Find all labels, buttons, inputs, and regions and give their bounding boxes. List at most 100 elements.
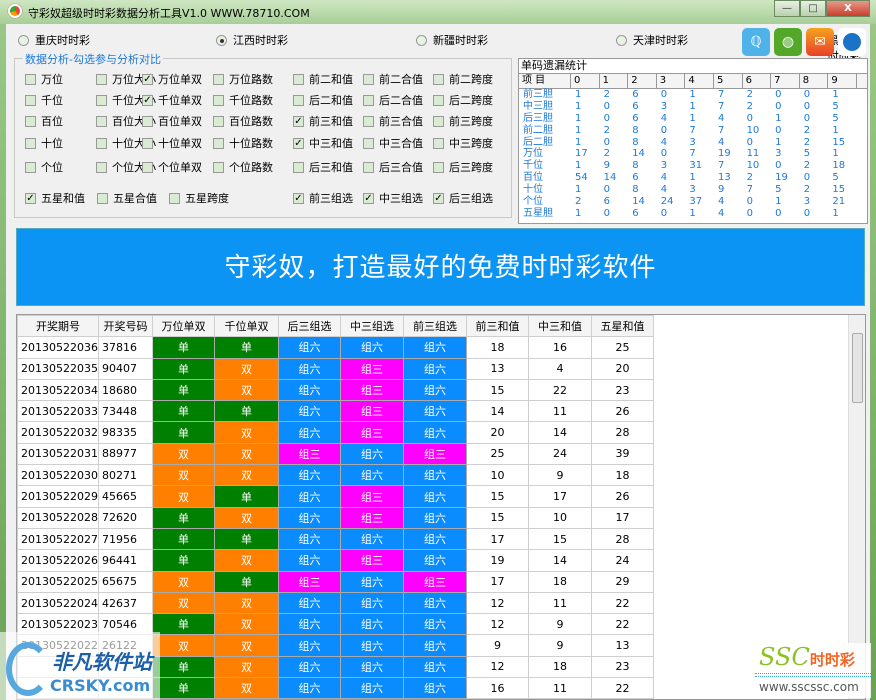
checkbox-option[interactable]: 前二合值 (363, 71, 423, 87)
checkbox-option[interactable]: 五星合值 (97, 190, 157, 206)
radio-lottery[interactable]: 新疆时时彩 (416, 32, 488, 48)
checkbox[interactable] (142, 73, 153, 85)
checkbox-option[interactable]: 万位 (25, 71, 63, 87)
checkbox[interactable] (142, 94, 153, 106)
checkbox[interactable] (169, 192, 180, 204)
table-row[interactable]: 20130522023 70546 单双组六 组六 组六 12 9 22 (17, 613, 654, 636)
table-row[interactable]: 单双组六 组六 组六 16 11 22 (17, 677, 654, 699)
checkbox[interactable] (293, 161, 304, 173)
checkbox-option[interactable]: 千位 (25, 92, 63, 108)
checkbox[interactable] (96, 94, 107, 106)
table-row[interactable]: 20130522035 90407 单双组六 组三 组六 13 4 20 (17, 357, 654, 380)
checkbox-option[interactable]: 后三组选 (433, 190, 493, 206)
table-row[interactable]: 20130522030 80271 双双组六 组六 组六 10 9 18 (17, 464, 654, 487)
checkbox-option[interactable]: 中三组选 (363, 190, 423, 206)
maximize-button[interactable]: □ (800, 0, 826, 17)
checkbox-option[interactable]: 个位路数 (213, 159, 273, 175)
column-header[interactable]: 中三组选 (340, 315, 404, 338)
checkbox[interactable] (25, 115, 36, 127)
checkbox-option[interactable]: 前三合值 (363, 113, 423, 129)
table-row[interactable]: 20130522027 71956 单单组六 组六 组六 17 15 28 (17, 527, 654, 551)
checkbox[interactable] (293, 94, 304, 106)
table-row[interactable]: 20130522026 96441 单双组六 组三 组六 19 14 24 (17, 549, 654, 572)
checkbox[interactable] (433, 73, 444, 85)
checkbox-option[interactable]: 万位单双 (142, 71, 202, 87)
checkbox[interactable] (213, 137, 224, 149)
checkbox[interactable] (293, 192, 304, 204)
checkbox-option[interactable]: 百位路数 (213, 113, 273, 129)
checkbox-option[interactable]: 千位单双 (142, 92, 202, 108)
column-header[interactable]: 千位单双 (214, 315, 279, 338)
checkbox[interactable] (433, 137, 444, 149)
checkbox[interactable] (96, 137, 107, 149)
checkbox[interactable] (96, 161, 107, 173)
checkbox-option[interactable]: 十位路数 (213, 135, 273, 151)
radio-button[interactable] (616, 34, 627, 46)
checkbox[interactable] (363, 94, 374, 106)
checkbox[interactable] (293, 137, 304, 149)
checkbox[interactable] (213, 73, 224, 85)
column-header[interactable]: 前三组选 (403, 315, 467, 338)
checkbox[interactable] (363, 115, 374, 127)
radio-button[interactable] (416, 34, 427, 46)
checkbox-option[interactable]: 万位路数 (213, 71, 273, 87)
checkbox-option[interactable]: 百位 (25, 113, 63, 129)
table-row[interactable]: 20130522033 73448 单单组六 组三 组六 14 11 26 (17, 400, 654, 423)
radio-lottery[interactable]: 江西时时彩 (216, 32, 288, 48)
checkbox[interactable] (293, 73, 304, 85)
table-row[interactable]: 20130522034 18680 单双组六 组三 组六 15 22 23 (17, 378, 654, 402)
radio-lottery[interactable]: 天津时时彩 (616, 32, 688, 48)
checkbox-option[interactable]: 后三合值 (363, 159, 423, 175)
checkbox[interactable] (433, 94, 444, 106)
checkbox[interactable] (433, 192, 444, 204)
checkbox[interactable] (142, 115, 153, 127)
checkbox[interactable] (25, 192, 36, 204)
checkbox[interactable] (96, 115, 107, 127)
radio-button[interactable] (216, 34, 227, 46)
minimize-button[interactable]: — (774, 0, 800, 17)
table-row[interactable]: 20130522036 37816 单单组六 组六 组六 18 16 25 (17, 336, 654, 359)
column-header[interactable]: 后三组选 (278, 315, 341, 338)
checkbox-option[interactable]: 后三跨度 (433, 159, 493, 175)
checkbox[interactable] (25, 73, 36, 85)
checkbox[interactable] (213, 161, 224, 173)
table-row[interactable]: 20130522024 42637 双双组六 组六 组六 12 11 22 (17, 591, 654, 615)
column-header[interactable]: 前三和值 (466, 315, 529, 338)
checkbox[interactable] (213, 115, 224, 127)
column-header[interactable]: 五星和值 (591, 315, 654, 338)
radio-button[interactable] (18, 34, 29, 46)
checkbox[interactable] (363, 73, 374, 85)
table-row[interactable]: 20130522025 65675 双单组三 组六 组三 17 18 29 (17, 570, 654, 593)
checkbox-option[interactable]: 前二跨度 (433, 71, 493, 87)
checkbox[interactable] (142, 161, 153, 173)
close-button[interactable]: X (826, 0, 870, 17)
checkbox[interactable] (363, 192, 374, 204)
column-header[interactable]: 中三和值 (528, 315, 592, 338)
wechat-icon[interactable]: ◍ (774, 28, 802, 56)
chat-icon[interactable] (838, 28, 866, 56)
checkbox-option[interactable]: 后二合值 (363, 92, 423, 108)
table-row[interactable]: 20130522031 88977 双双组三 组六 组三 25 24 39 (17, 442, 654, 466)
checkbox-option[interactable]: 千位路数 (213, 92, 273, 108)
checkbox-option[interactable]: 后三和值 (293, 159, 353, 175)
checkbox[interactable] (433, 161, 444, 173)
checkbox[interactable] (142, 137, 153, 149)
checkbox[interactable] (363, 161, 374, 173)
checkbox-option[interactable]: 中三跨度 (433, 135, 493, 151)
checkbox-option[interactable]: 中三和值 (293, 135, 353, 151)
scrollbar-thumb[interactable] (852, 333, 863, 403)
table-row[interactable]: 20130522029 45665 双单组六 组三 组六 15 17 26 (17, 485, 654, 508)
vertical-scrollbar[interactable] (848, 315, 865, 699)
checkbox[interactable] (363, 137, 374, 149)
checkbox-option[interactable]: 五星和值 (25, 190, 85, 206)
mail-icon[interactable]: ✉ (806, 28, 834, 56)
table-row[interactable]: 20130522032 98335 单双组六 组三 组六 20 14 28 (17, 421, 654, 444)
column-header[interactable]: 万位单双 (152, 315, 215, 338)
checkbox-option[interactable]: 五星跨度 (169, 190, 229, 206)
checkbox-option[interactable]: 前三组选 (293, 190, 353, 206)
checkbox-option[interactable]: 中三合值 (363, 135, 423, 151)
checkbox[interactable] (213, 94, 224, 106)
checkbox-option[interactable]: 十位单双 (142, 135, 202, 151)
checkbox[interactable] (293, 115, 304, 127)
radio-lottery[interactable]: 重庆时时彩 (18, 32, 90, 48)
